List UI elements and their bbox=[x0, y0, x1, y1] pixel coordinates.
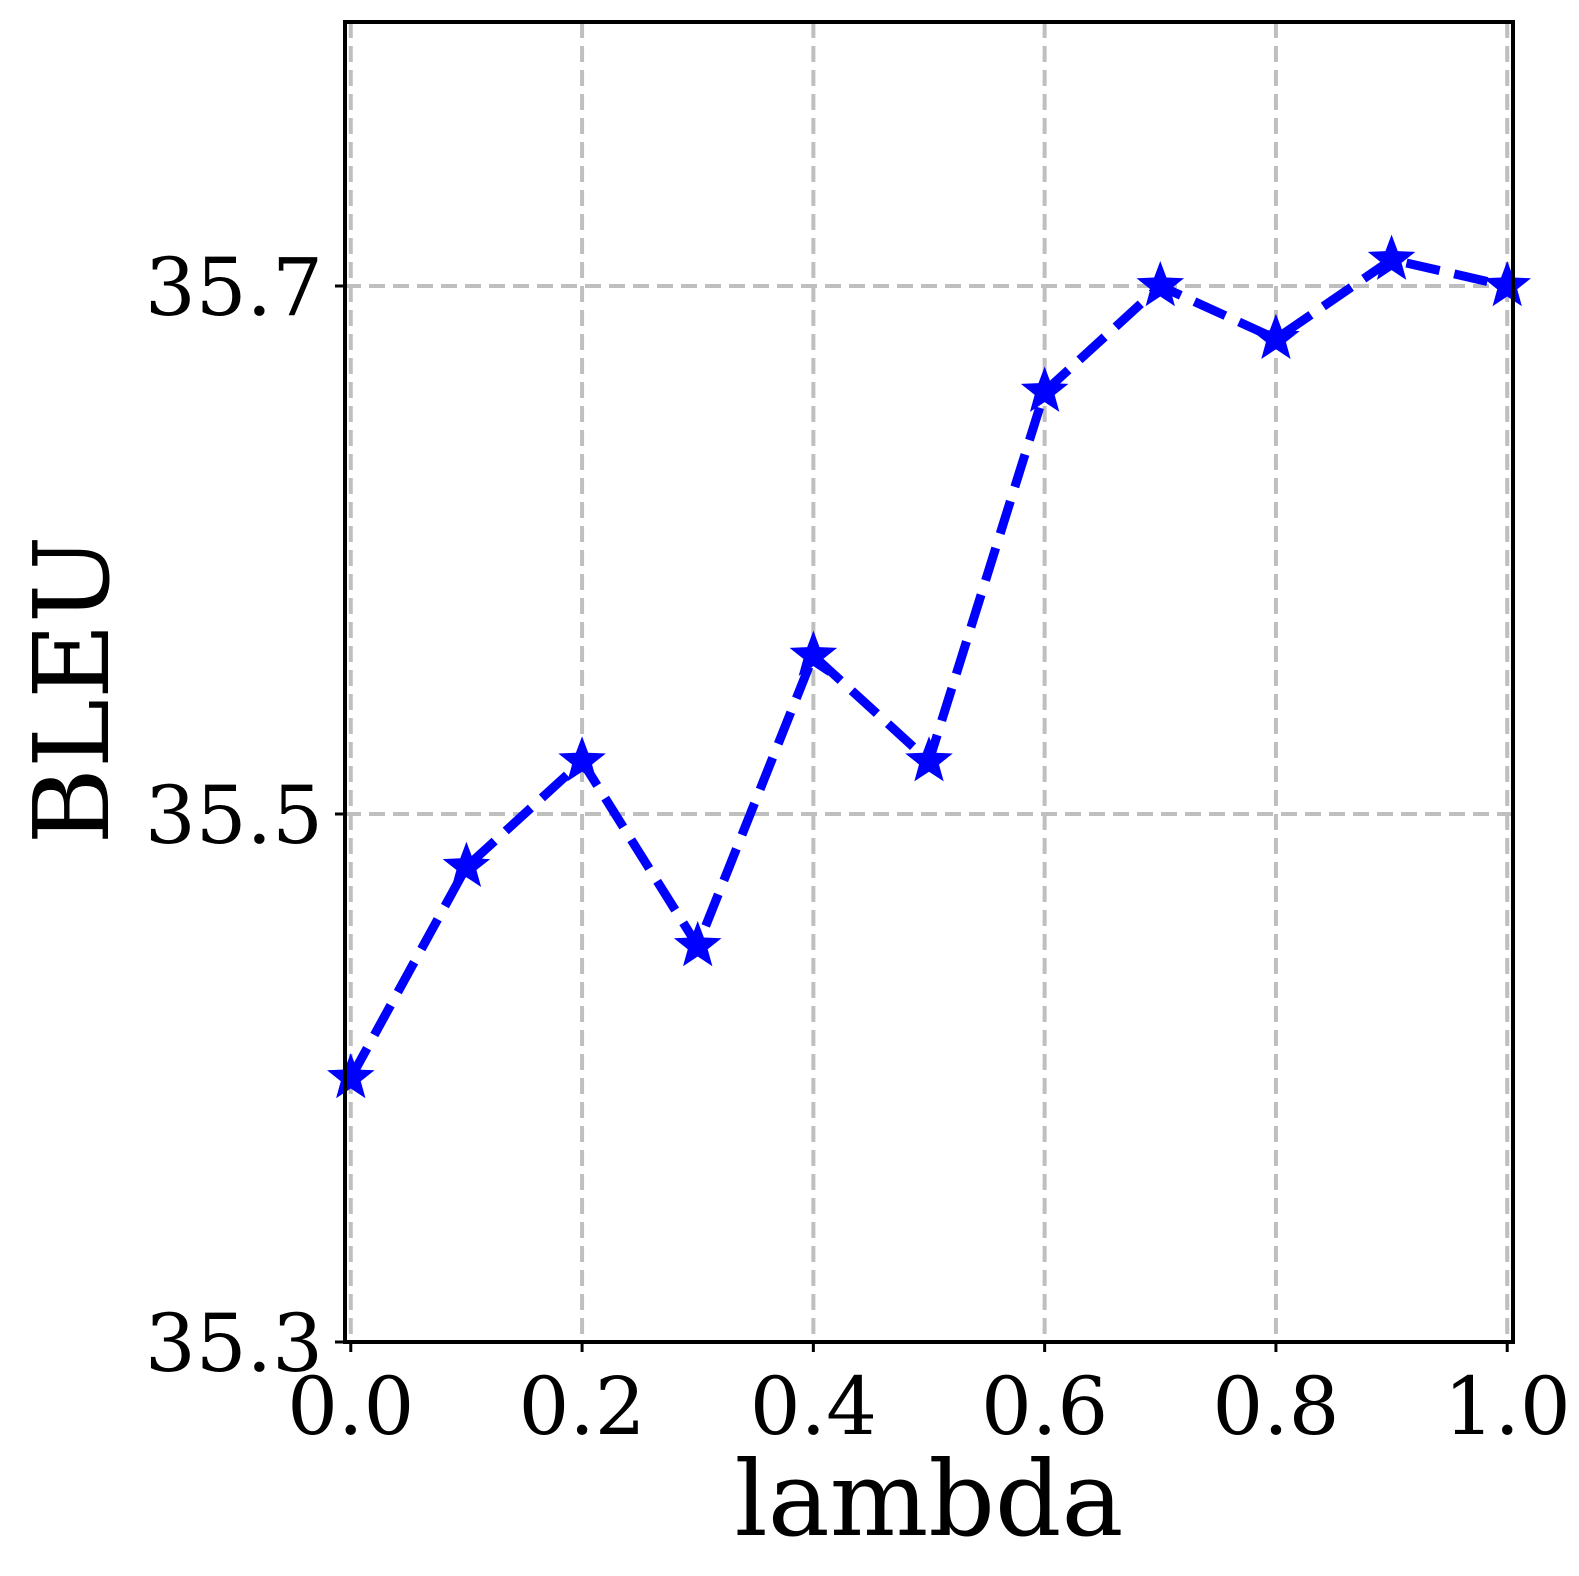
y-tick-label: 35.7 bbox=[145, 241, 323, 334]
series-layer bbox=[327, 234, 1531, 1099]
data-point-star bbox=[327, 1053, 375, 1099]
data-point-star bbox=[1020, 366, 1069, 412]
data-point-star bbox=[1367, 234, 1416, 280]
data-point-star bbox=[1483, 261, 1531, 307]
x-tick-label: 0.4 bbox=[750, 1360, 877, 1453]
data-point-star bbox=[1136, 261, 1185, 307]
data-point-star bbox=[789, 630, 838, 676]
data-point-star bbox=[905, 736, 953, 782]
grid bbox=[345, 22, 1513, 1344]
x-tick-label: 1.0 bbox=[1444, 1360, 1571, 1453]
plot-frame bbox=[343, 20, 1515, 1344]
tick-labels: 0.0 0.2 0.4 0.6 0.8 1.0 35.3 35.5 35.7 bbox=[145, 241, 1571, 1453]
y-tick-label: 35.3 bbox=[145, 1297, 323, 1390]
y-axis-label: BLEU bbox=[11, 535, 133, 844]
series-line bbox=[346, 254, 1509, 1081]
x-axis-label: lambda bbox=[734, 1438, 1123, 1560]
x-tick-label: 0.0 bbox=[287, 1360, 414, 1453]
data-point-star bbox=[558, 736, 606, 782]
x-tick-label: 0.6 bbox=[981, 1360, 1108, 1453]
data-point-star bbox=[673, 921, 722, 967]
data-point-star bbox=[1252, 313, 1300, 360]
x-tick-label: 0.2 bbox=[518, 1360, 645, 1453]
y-tick-label: 35.5 bbox=[145, 769, 323, 862]
axis-ticks bbox=[335, 284, 1509, 1352]
data-point-star bbox=[442, 841, 491, 888]
x-tick-label: 0.8 bbox=[1212, 1360, 1339, 1453]
